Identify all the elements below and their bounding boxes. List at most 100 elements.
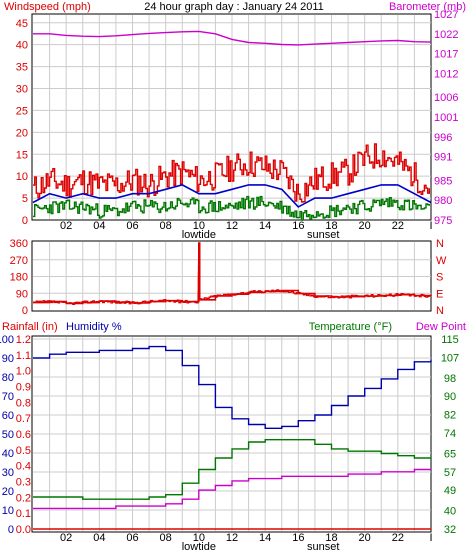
temperature-tick-label: 74 <box>444 428 456 440</box>
rainfall-axis-title: Rainfall (in) <box>2 321 58 333</box>
rainfall-tick-label: 0.2 <box>16 492 31 504</box>
barometer-tick-label: 1006 <box>434 92 458 104</box>
humidity-tick-label: 100 <box>0 334 14 346</box>
humidity-tick-label: 10 <box>2 505 14 517</box>
x-tick-label: 14 <box>259 532 271 544</box>
series-layer <box>32 30 432 530</box>
rainfall-tick-label: 0.4 <box>16 461 31 473</box>
temperature-tick-label: 98 <box>444 373 456 385</box>
humidity-axis-title: Humidity % <box>66 321 122 333</box>
x-event-label-sunset: sunset <box>307 229 339 241</box>
direction-compass-tick-label: W <box>436 255 447 267</box>
temperature-axis-title: Temperature (°F) <box>309 321 392 333</box>
barometer-tick-label: 1001 <box>434 112 458 124</box>
x-event-label-sunset: sunset <box>307 541 339 553</box>
direction-degree-tick-label: 90 <box>16 288 28 300</box>
windspeed-tick-label: 30 <box>16 84 28 96</box>
barometer-tick-label: 985 <box>434 175 452 187</box>
x-tick-label: 06 <box>126 532 138 544</box>
humidity-tick-label: 40 <box>2 448 14 460</box>
temperature-tick-label: 65 <box>444 448 456 460</box>
windspeed-tick-label: 5 <box>22 193 28 205</box>
windspeed-gust-series <box>33 143 430 203</box>
rainfall-tick-label: 0.3 <box>16 477 31 489</box>
rainfall-tick-label: 1.2 <box>16 334 31 346</box>
direction-compass-tick-label: N <box>436 305 444 317</box>
dewpoint-series <box>33 468 431 510</box>
x-tick-label: 12 <box>226 220 238 232</box>
barometer-tick-label: 975 <box>434 215 452 227</box>
humidity-tick-label: 70 <box>2 391 14 403</box>
humidity-tick-label: 90 <box>2 353 14 365</box>
windspeed-low-series <box>33 195 430 221</box>
windspeed-axis-title: Windspeed (mph) <box>4 1 91 13</box>
wind-direction-series-step <box>33 242 432 305</box>
x-tick-label: 02 <box>60 220 72 232</box>
x-tick-label: 04 <box>93 220 105 232</box>
humidity-tick-label: 50 <box>2 429 14 441</box>
humidity-tick-label: 20 <box>2 486 14 498</box>
barometer-series <box>33 30 432 46</box>
x-tick-label: 06 <box>126 220 138 232</box>
direction-compass-tick-label: E <box>436 288 443 300</box>
rainfall-tick-label: 0.7 <box>16 413 31 425</box>
direction-degree-tick-label: 180 <box>10 272 28 284</box>
temperature-tick-label: 32 <box>444 524 456 536</box>
windspeed-tick-label: 35 <box>16 62 28 74</box>
dewpoint-axis-title: Dew Point <box>416 321 466 333</box>
rainfall-tick-label: 0.9 <box>16 382 31 394</box>
barometer-tick-label: 1027 <box>434 9 458 21</box>
rainfall-tick-label: 0.5 <box>16 445 31 457</box>
rainfall-tick-label: 1.0 <box>16 366 31 378</box>
direction-compass-tick-label: N <box>436 238 444 250</box>
rainfall-tick-label: 0.8 <box>16 397 31 409</box>
direction-degree-tick-label: 270 <box>10 255 28 267</box>
x-tick-label: 04 <box>93 532 105 544</box>
rainfall-tick-label: 1.1 <box>16 350 31 362</box>
x-tick-label: 18 <box>325 220 337 232</box>
x-tick-label: 12 <box>226 532 238 544</box>
windspeed-tick-label: 45 <box>16 18 28 30</box>
x-event-label-lowtide: lowtide <box>182 541 216 553</box>
barometer-tick-label: 991 <box>434 152 452 164</box>
x-tick-label: 10 <box>193 532 205 544</box>
windspeed-tick-label: 0 <box>22 215 28 227</box>
direction-degree-tick-label: 0 <box>22 305 28 317</box>
direction-degree-tick-label: 360 <box>10 238 28 250</box>
barometer-tick-label: 1022 <box>434 29 458 41</box>
x-tick-label: 16 <box>292 220 304 232</box>
x-tick-label: I <box>429 220 432 232</box>
humidity-tick-label: 30 <box>2 467 14 479</box>
barometer-tick-label: 980 <box>434 195 452 207</box>
windspeed-average-series <box>32 184 432 208</box>
direction-compass-tick-label: S <box>436 272 443 284</box>
temperature-series <box>33 439 432 500</box>
temperature-tick-label: 49 <box>444 485 456 497</box>
chart-title: 24 hour graph day : January 24 2011 <box>144 1 324 13</box>
x-tick-label: 18 <box>325 532 337 544</box>
x-tick-label: 08 <box>160 220 172 232</box>
wind-baro-panel-frame <box>31 13 432 221</box>
windspeed-tick-label: 10 <box>16 171 28 183</box>
x-tick-label: 02 <box>60 532 72 544</box>
x-tick-label: 20 <box>359 220 371 232</box>
x-tick-label: 08 <box>160 532 172 544</box>
x-tick-label: 10 <box>193 220 205 232</box>
barometer-tick-label: 1017 <box>434 49 458 61</box>
temperature-tick-label: 115 <box>441 334 459 346</box>
barometer-axis-title: Barometer (mb) <box>389 1 466 13</box>
humidity-tick-label: 0 <box>8 524 14 536</box>
x-event-label-lowtide: lowtide <box>182 229 216 241</box>
humidity-tick-label: 80 <box>2 372 14 384</box>
windspeed-tick-label: 20 <box>16 127 28 139</box>
x-tick-label: I <box>429 532 432 544</box>
temperature-tick-label: 107 <box>441 352 459 364</box>
rainfall-tick-label: 0.6 <box>16 429 31 441</box>
x-tick-label: 16 <box>292 532 304 544</box>
temperature-tick-label: 40 <box>444 506 456 518</box>
x-tick-label: 20 <box>359 532 371 544</box>
humidity-series <box>33 345 432 429</box>
rainfall-tick-label: 0.1 <box>16 508 31 520</box>
